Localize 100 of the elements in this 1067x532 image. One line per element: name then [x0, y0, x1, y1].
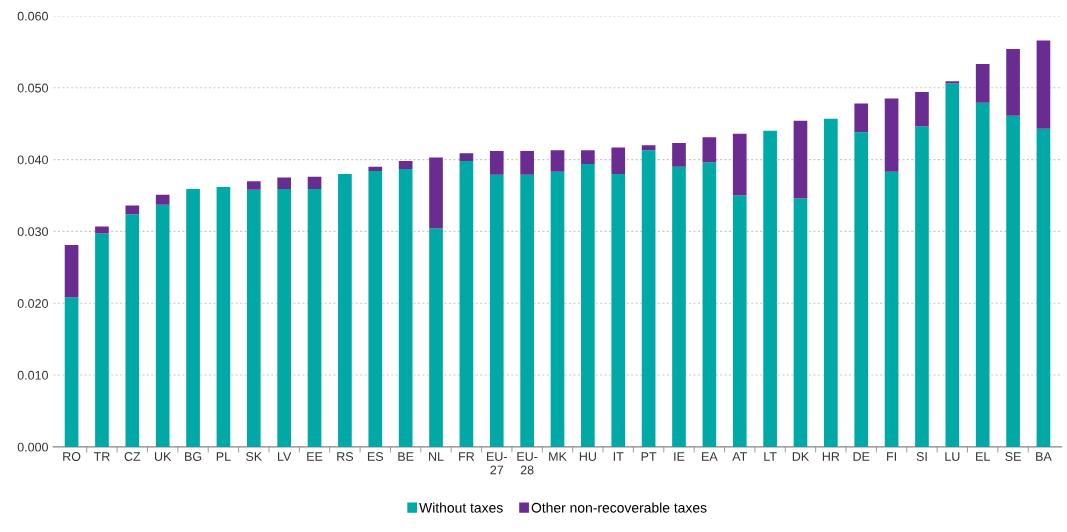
x-tick-label: LU — [945, 452, 960, 461]
legend-label: Other non-recoverable taxes — [531, 502, 707, 513]
bar — [398, 161, 413, 169]
bar — [945, 83, 960, 447]
y-tick-label: 0.050 — [17, 83, 48, 93]
bar — [581, 163, 595, 447]
x-tick-label: PL — [216, 452, 231, 461]
bar — [915, 126, 929, 447]
bar — [246, 181, 261, 190]
bar — [125, 214, 140, 447]
bar — [398, 168, 413, 447]
x-tick-label: LV — [278, 452, 292, 461]
bar — [672, 166, 686, 447]
bar — [641, 145, 656, 151]
bar — [793, 120, 808, 199]
bar — [64, 245, 79, 298]
bar — [155, 204, 170, 447]
x-tick-label: IE — [674, 452, 685, 461]
bar — [489, 150, 504, 175]
bar — [915, 92, 929, 127]
bar — [459, 161, 474, 447]
x-tick-label: FR — [459, 452, 475, 461]
x-tick-label: CZ — [124, 452, 141, 461]
bar — [95, 233, 109, 447]
bar — [611, 173, 626, 447]
x-tick-label: DE — [853, 452, 870, 461]
x-tick-label: IT — [613, 452, 624, 461]
bar — [216, 186, 231, 447]
bar — [277, 177, 291, 190]
x-tick-label: RS — [337, 452, 354, 461]
bar — [732, 133, 747, 196]
x-tick-label: EE — [307, 452, 323, 461]
bar — [793, 198, 808, 447]
bar — [975, 64, 990, 103]
x-tick-label: TR — [93, 452, 110, 461]
x-tick-label: EL — [976, 452, 990, 461]
bar — [155, 194, 170, 205]
x-tick-label: BG — [185, 452, 202, 461]
y-tick-label: 0.030 — [17, 227, 48, 237]
bar — [854, 103, 869, 133]
bar — [429, 228, 443, 447]
x-tick-label: ES — [367, 452, 384, 461]
x-tick-label: SI — [916, 452, 927, 461]
y-tick-label: 0.060 — [17, 11, 48, 21]
bar — [338, 173, 352, 447]
x-tick-label: HR — [822, 452, 840, 461]
x-tick-label: EU- 27 — [487, 452, 507, 475]
x-tick-label: MK — [549, 452, 567, 461]
bar — [854, 132, 869, 447]
x-tick-label: BA — [1036, 452, 1052, 461]
bar — [702, 137, 717, 163]
x-tick-label: EU- 28 — [517, 452, 538, 475]
bar — [520, 174, 534, 447]
bar — [581, 150, 595, 164]
bar — [95, 226, 109, 234]
bar — [307, 176, 322, 190]
bar — [672, 143, 686, 167]
bar — [945, 81, 960, 84]
bar — [459, 153, 474, 162]
x-tick-label: BE — [398, 452, 414, 461]
bar — [975, 102, 990, 447]
x-tick-label: NL — [429, 452, 444, 461]
bar — [368, 171, 383, 447]
bar — [1006, 49, 1020, 116]
bar — [64, 297, 79, 447]
bar — [884, 171, 899, 447]
bar — [125, 205, 140, 215]
x-tick-label: AT — [732, 452, 747, 461]
bar — [702, 162, 717, 447]
x-tick-label: HU — [579, 452, 596, 461]
bar — [1036, 40, 1051, 129]
y-tick-label: 0.000 — [17, 442, 48, 452]
bar — [277, 189, 291, 447]
x-tick-label: LT — [764, 452, 777, 461]
bar — [368, 166, 383, 172]
bar — [641, 150, 656, 447]
bar — [429, 157, 443, 229]
x-tick-label: FI — [887, 452, 896, 461]
x-tick-label: DK — [792, 452, 810, 461]
bar — [186, 189, 200, 447]
y-tick-label: 0.020 — [17, 299, 48, 308]
bar — [884, 98, 899, 172]
bar — [246, 189, 261, 447]
legend-label: Without taxes — [419, 502, 503, 513]
bar — [550, 150, 565, 172]
bar — [611, 147, 626, 174]
x-tick-label: PT — [641, 452, 657, 461]
x-tick-label: SE — [1005, 452, 1021, 461]
y-tick-label: 0.040 — [17, 155, 48, 165]
bar — [1006, 115, 1020, 447]
x-tick-label: SK — [246, 452, 262, 461]
bar — [824, 118, 838, 447]
y-tick-label: 0.010 — [17, 370, 48, 380]
x-tick-label: RO — [63, 452, 81, 461]
x-tick-label: EA — [702, 452, 718, 461]
bar — [520, 150, 534, 175]
bar — [489, 174, 504, 447]
bar — [550, 171, 565, 447]
x-tick-label: UK — [154, 452, 172, 461]
bar — [1036, 128, 1051, 447]
